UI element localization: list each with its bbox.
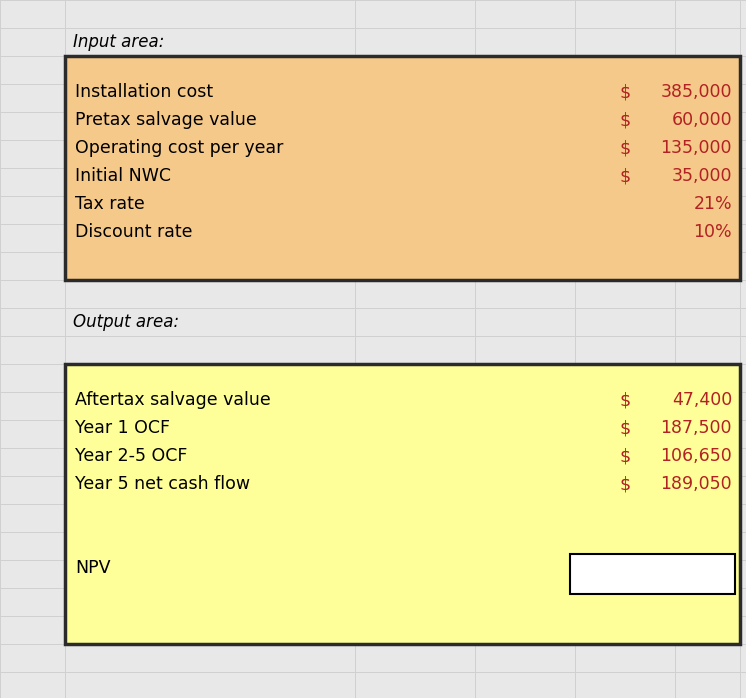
Text: $: $ [619,168,630,186]
FancyBboxPatch shape [65,364,740,644]
Text: 10%: 10% [693,223,732,242]
Text: Initial NWC: Initial NWC [75,168,171,186]
Text: 385,000: 385,000 [660,83,732,101]
Text: Input area:: Input area: [73,33,164,51]
FancyBboxPatch shape [65,56,740,280]
Text: $: $ [619,447,630,466]
Text: 187,500: 187,500 [660,419,732,438]
FancyBboxPatch shape [570,554,735,593]
Text: $: $ [619,475,630,493]
Text: NPV: NPV [75,559,110,577]
Text: Pretax salvage value: Pretax salvage value [75,112,257,129]
Text: $: $ [619,112,630,129]
Text: 106,650: 106,650 [660,447,732,466]
Text: 135,000: 135,000 [660,140,732,158]
Text: 60,000: 60,000 [671,112,732,129]
Text: Operating cost per year: Operating cost per year [75,140,283,158]
Text: Aftertax salvage value: Aftertax salvage value [75,392,271,410]
Text: 35,000: 35,000 [671,168,732,186]
Text: 21%: 21% [693,195,732,214]
Text: Discount rate: Discount rate [75,223,192,242]
Text: 47,400: 47,400 [671,392,732,410]
Text: $: $ [619,419,630,438]
Text: 189,050: 189,050 [660,475,732,493]
Text: Tax rate: Tax rate [75,195,145,214]
Text: $: $ [619,140,630,158]
Text: Year 2-5 OCF: Year 2-5 OCF [75,447,187,466]
Text: $: $ [619,83,630,101]
Text: Output area:: Output area: [73,313,179,331]
Text: Installation cost: Installation cost [75,83,213,101]
Text: Year 5 net cash flow: Year 5 net cash flow [75,475,250,493]
Text: $: $ [619,392,630,410]
Text: Year 1 OCF: Year 1 OCF [75,419,170,438]
